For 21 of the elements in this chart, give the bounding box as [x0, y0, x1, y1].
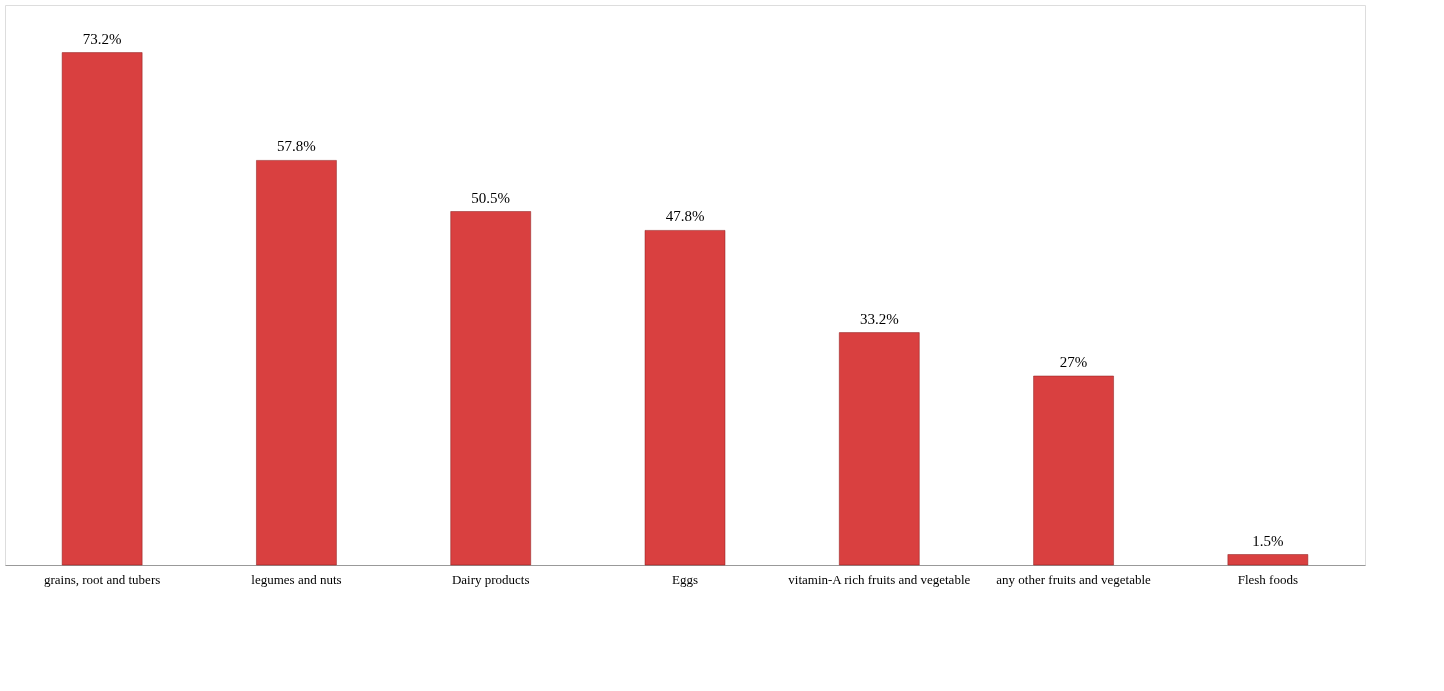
x-tick-label: grains, root and tubers	[44, 571, 161, 587]
data-label: 33.2%	[859, 310, 899, 327]
x-tick-label: legumes and nuts	[251, 571, 342, 587]
bar	[61, 52, 143, 566]
bar	[1033, 375, 1114, 566]
data-label: 57.8%	[277, 138, 316, 155]
x-tick-label: vitamin-A rich fruits and vegetable	[788, 571, 971, 587]
x-tick-label: Flesh foods	[1237, 571, 1299, 587]
x-tick-label: Dairy products	[451, 571, 530, 587]
x-tick-label: any other fruits and vegetable	[996, 571, 1152, 587]
bar	[1227, 554, 1309, 566]
bar	[839, 332, 920, 566]
bar	[450, 211, 531, 566]
data-label: 50.5%	[471, 189, 511, 206]
bar	[644, 230, 726, 566]
data-label: 1.5%	[1252, 532, 1284, 549]
bar	[256, 160, 337, 566]
data-label: 73.2%	[82, 30, 122, 47]
x-tick-label: Eggs	[672, 571, 698, 587]
data-label: 27%	[1059, 354, 1088, 370]
data-label: 47.8%	[665, 208, 705, 225]
